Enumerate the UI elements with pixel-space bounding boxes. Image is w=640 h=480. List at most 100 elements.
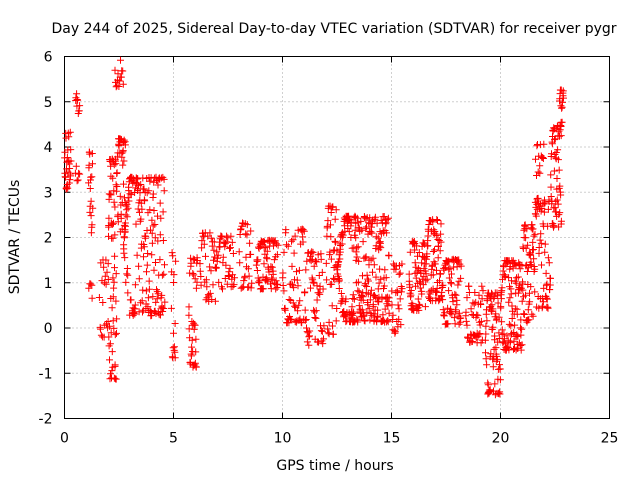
data-point — [115, 83, 123, 90]
data-point — [89, 204, 97, 212]
data-points — [61, 56, 567, 399]
data-point — [498, 284, 506, 292]
data-point — [482, 355, 490, 363]
data-point — [145, 277, 153, 285]
data-point — [158, 291, 166, 299]
data-point — [271, 237, 279, 245]
data-point — [242, 230, 250, 238]
data-point — [324, 325, 332, 333]
data-point — [349, 291, 357, 299]
data-point — [539, 155, 547, 162]
data-point — [73, 177, 81, 185]
data-point — [339, 231, 347, 239]
data-point — [74, 96, 82, 104]
data-point — [380, 282, 388, 290]
data-point — [542, 269, 550, 277]
data-point — [516, 265, 524, 273]
data-point — [189, 255, 197, 263]
data-point — [291, 318, 299, 326]
data-point — [105, 333, 113, 341]
data-point — [202, 276, 210, 284]
data-point — [535, 249, 543, 257]
data-point — [312, 314, 320, 322]
data-point — [120, 249, 128, 257]
data-point — [222, 261, 230, 269]
data-point — [437, 230, 445, 238]
data-point — [64, 184, 72, 192]
data-point — [354, 318, 362, 326]
data-point — [365, 219, 373, 227]
data-point — [327, 209, 335, 216]
data-point — [263, 247, 271, 255]
data-point — [353, 244, 361, 252]
data-point — [551, 136, 558, 144]
data-point — [289, 299, 297, 307]
data-point — [285, 296, 293, 303]
data-point — [267, 280, 274, 288]
data-point — [268, 263, 276, 271]
data-point — [421, 303, 429, 311]
y-tick-label: 3 — [44, 185, 53, 201]
data-point — [527, 261, 535, 269]
data-point — [112, 160, 120, 168]
data-point — [185, 311, 193, 319]
data-point — [491, 332, 499, 340]
data-point — [171, 320, 179, 327]
data-point — [135, 262, 143, 270]
data-point — [475, 331, 483, 339]
data-point — [89, 160, 96, 168]
data-point — [555, 127, 563, 135]
data-point — [132, 220, 140, 228]
data-point — [351, 226, 359, 234]
data-point — [135, 275, 143, 283]
data-point — [336, 276, 343, 284]
data-point — [262, 243, 270, 251]
data-point — [368, 223, 375, 231]
data-point — [383, 229, 391, 237]
data-point — [372, 233, 380, 241]
data-point — [255, 278, 263, 286]
data-point — [448, 270, 455, 278]
data-point — [540, 208, 548, 216]
data-point — [522, 234, 530, 242]
data-point — [301, 288, 309, 296]
data-point — [450, 314, 458, 322]
data-point — [510, 337, 518, 345]
data-point — [116, 192, 124, 200]
data-point — [224, 234, 232, 242]
data-point — [384, 318, 392, 326]
data-point — [121, 234, 128, 242]
data-point — [328, 302, 336, 310]
data-point — [354, 278, 362, 286]
data-point — [484, 381, 492, 389]
data-point — [445, 265, 453, 273]
data-point — [223, 280, 231, 288]
data-point — [72, 162, 80, 170]
data-point — [491, 380, 499, 388]
data-point — [536, 236, 544, 244]
data-point — [134, 175, 142, 183]
data-point — [538, 261, 545, 269]
data-point — [477, 317, 485, 325]
data-point — [208, 296, 216, 303]
x-tick-label: 10 — [274, 431, 292, 447]
data-point — [482, 330, 490, 338]
data-point — [546, 281, 554, 289]
data-point — [245, 272, 253, 280]
data-point — [538, 205, 546, 212]
data-point — [150, 207, 158, 214]
data-point — [158, 271, 166, 279]
data-point — [120, 180, 127, 188]
y-tick-label: 5 — [44, 95, 53, 111]
data-point — [148, 239, 156, 247]
data-point — [520, 226, 528, 234]
data-point — [126, 190, 134, 198]
data-point — [268, 274, 276, 282]
data-point — [103, 268, 111, 276]
data-point — [319, 340, 327, 348]
data-point — [150, 266, 158, 274]
data-point — [228, 238, 236, 246]
data-point — [144, 294, 152, 302]
data-point — [505, 320, 513, 328]
data-point — [532, 212, 540, 220]
